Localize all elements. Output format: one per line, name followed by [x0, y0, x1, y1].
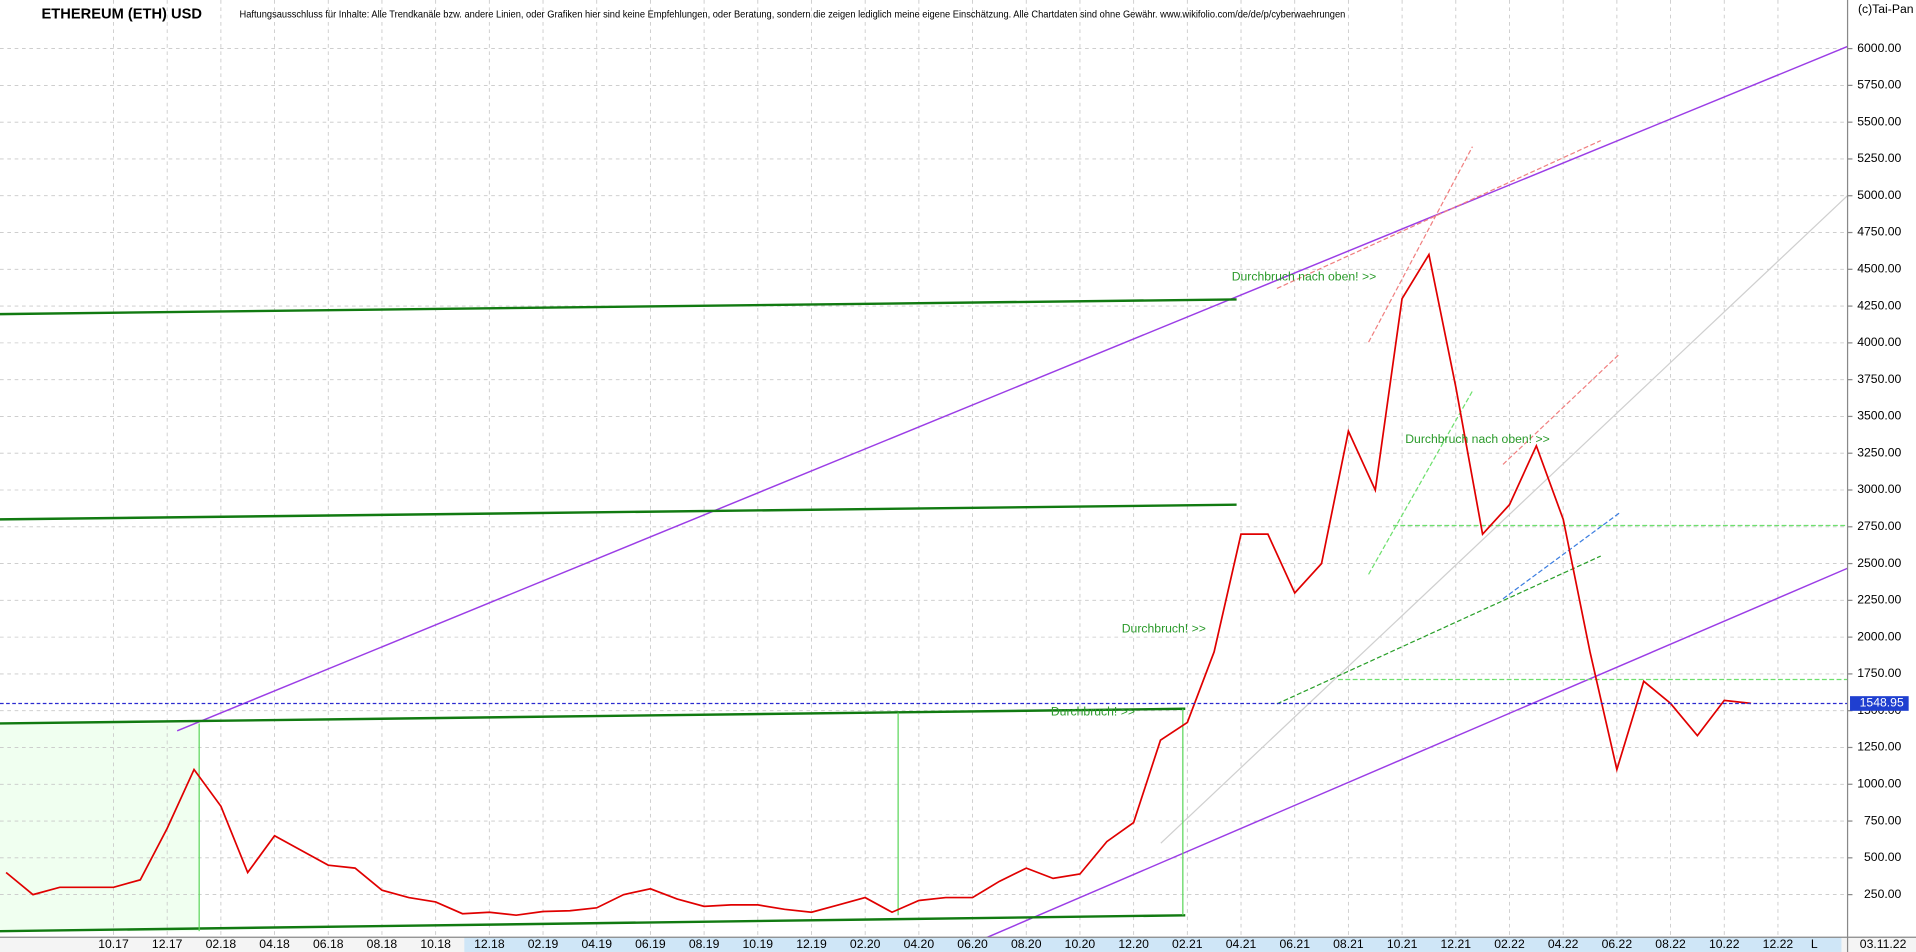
x-axis-highlight	[464, 937, 1842, 952]
x-tick-label: 02.20	[850, 937, 881, 951]
y-tick-label: 4750.00	[1857, 225, 1901, 239]
x-tick-label: 06.21	[1279, 937, 1310, 951]
x-tick-label: 02.21	[1172, 937, 1203, 951]
trend-line	[1160, 195, 1848, 844]
x-tick-label: 10.20	[1065, 937, 1096, 951]
range-box	[0, 723, 200, 932]
support-line	[0, 914, 1186, 933]
trend-dash	[1368, 390, 1473, 575]
x-tick-label: 10.19	[743, 937, 774, 951]
current-price-label: 1548.95	[1860, 696, 1904, 710]
y-tick-label: 250.00	[1864, 887, 1902, 901]
x-tick-label: 10.21	[1387, 937, 1418, 951]
y-tick-label: 2750.00	[1857, 519, 1901, 533]
x-tick-label: 08.21	[1333, 937, 1364, 951]
x-tick-label: 06.22	[1602, 937, 1633, 951]
x-tick-label: 08.20	[1011, 937, 1042, 951]
x-tick-label: 12.22	[1763, 937, 1794, 951]
x-tick-label: 04.21	[1226, 937, 1257, 951]
x-tick-label: 06.19	[635, 937, 666, 951]
annotation: Durchbruch nach oben! >>	[1405, 432, 1550, 446]
y-tick-label: 2000.00	[1857, 629, 1901, 643]
y-tick-label: 4250.00	[1857, 298, 1901, 312]
x-tick-label: 12.20	[1118, 937, 1149, 951]
x-tick-label: 08.22	[1655, 937, 1686, 951]
x-tick-label: 12.21	[1441, 937, 1472, 951]
channel-line	[176, 45, 1848, 732]
y-tick-label: 750.00	[1864, 813, 1902, 827]
annotation: Durchbruch nach oben! >>	[1232, 270, 1377, 284]
support-line	[0, 298, 1237, 316]
disclaimer: Haftungsausschluss für Inhalte: Alle Tre…	[240, 9, 1346, 20]
x-tick-label: 08.19	[689, 937, 720, 951]
x-tick-label: 02.19	[528, 937, 559, 951]
y-tick-label: 1750.00	[1857, 666, 1901, 680]
y-tick-label: 3250.00	[1857, 445, 1901, 459]
x-tick-label: 12.17	[152, 937, 183, 951]
y-tick-label: 500.00	[1864, 850, 1902, 864]
grid	[0, 0, 1848, 938]
x-tick-label: 04.19	[581, 937, 612, 951]
plot	[0, 252, 1848, 917]
annotation: Durchbruch! >>	[1051, 705, 1135, 719]
price-line	[5, 252, 1752, 917]
trend-dash	[1368, 146, 1473, 343]
y-tick-label: 3500.00	[1857, 409, 1901, 423]
y-tick-label: 4500.00	[1857, 262, 1901, 276]
y-tick-label: 5500.00	[1857, 114, 1901, 128]
trend-lines	[0, 45, 1848, 952]
y-tick-label: 3750.00	[1857, 372, 1901, 386]
x-tick-label: 10.18	[420, 937, 451, 951]
annotation: Durchbruch! >>	[1122, 622, 1206, 636]
y-tick-label: 4000.00	[1857, 335, 1901, 349]
y-tick-label: 5750.00	[1857, 78, 1901, 92]
x-tick-label: 06.20	[957, 937, 988, 951]
scale-label: L	[1811, 937, 1818, 951]
y-tick-label: 2250.00	[1857, 593, 1901, 607]
y-tick-label: 5000.00	[1857, 188, 1901, 202]
trend-dash	[1276, 140, 1601, 289]
x-tick-label: 12.19	[796, 937, 827, 951]
x-tick-label: 02.22	[1494, 937, 1525, 951]
y-tick-label: 5250.00	[1857, 151, 1901, 165]
y-tick-label: 3000.00	[1857, 482, 1901, 496]
date-label: 03.11.22	[1860, 937, 1907, 951]
y-tick-label: 6000.00	[1857, 41, 1901, 55]
trend-dash	[1276, 555, 1601, 705]
support-line	[0, 503, 1237, 521]
current-price-tag	[1850, 696, 1909, 711]
x-tick-label: 12.18	[474, 937, 505, 951]
y-tick-label: 1250.00	[1857, 740, 1901, 754]
x-tick-label: 04.22	[1548, 937, 1579, 951]
trend-dash	[1502, 512, 1620, 600]
x-tick-label: 06.18	[313, 937, 344, 951]
x-tick-label: 10.17	[98, 937, 129, 951]
x-tick-label: 04.20	[904, 937, 935, 951]
x-tick-label: 04.18	[259, 937, 290, 951]
copyright: (c)Tai-Pan	[1858, 2, 1914, 16]
trend-dash	[1502, 353, 1620, 465]
axes: 250.00500.00750.001000.001250.001500.001…	[98, 41, 1909, 951]
chart-title: ETHEREUM (ETH) USD	[42, 7, 202, 23]
y-tick-label: 2500.00	[1857, 556, 1901, 570]
x-tick-label: 02.18	[206, 937, 237, 951]
channel-line	[952, 567, 1848, 952]
y-tick-label: 1000.00	[1857, 776, 1901, 790]
support-line	[0, 707, 1186, 725]
x-tick-label: 10.22	[1709, 937, 1740, 951]
x-tick-label: 08.18	[367, 937, 398, 951]
